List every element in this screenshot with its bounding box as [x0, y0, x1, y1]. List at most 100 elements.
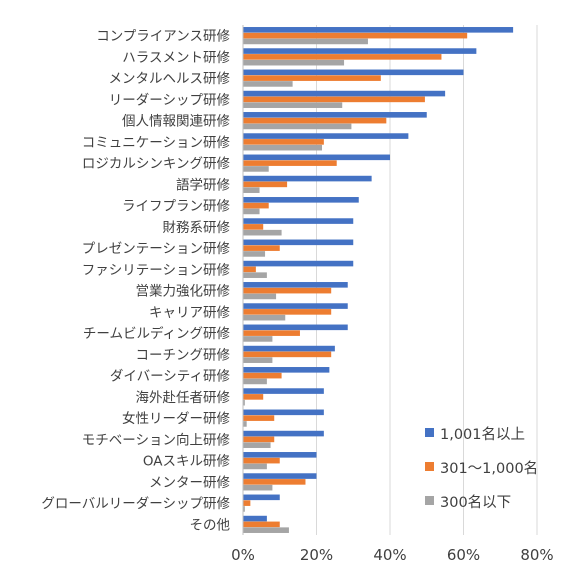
- bar: [243, 309, 332, 315]
- category-label: その他: [190, 517, 231, 533]
- bar: [243, 415, 275, 421]
- x-tick-label: 20%: [300, 546, 333, 564]
- bar: [243, 144, 323, 151]
- category-label: リーダーシップ研修: [109, 92, 231, 108]
- category-label: 個人情報関連研修: [122, 114, 230, 130]
- bar: [243, 69, 464, 76]
- category-label: OAスキル研修: [143, 454, 231, 470]
- category-label: メンター研修: [149, 475, 230, 491]
- bar: [243, 96, 425, 103]
- bar: [243, 272, 267, 278]
- bar: [243, 123, 352, 130]
- category-label: 営業力強化研修: [136, 284, 231, 300]
- bar: [243, 367, 330, 373]
- bar: [243, 160, 337, 166]
- bar: [243, 48, 477, 54]
- bar: [243, 117, 387, 124]
- bar: [243, 506, 245, 512]
- bar: [243, 187, 260, 193]
- category-label: コミュニケーション研修: [82, 135, 231, 151]
- bar: [243, 442, 271, 448]
- bar: [243, 133, 409, 139]
- legend-swatch: [425, 428, 434, 437]
- bar: [243, 112, 427, 118]
- bar: [243, 154, 390, 161]
- bar: [243, 372, 282, 379]
- bar: [243, 38, 368, 45]
- bar: [243, 59, 345, 66]
- bar: [243, 430, 324, 437]
- bar: [243, 330, 300, 336]
- category-label: コンプライアンス研修: [96, 29, 230, 45]
- category-label: ロジカルシンキング研修: [82, 156, 231, 172]
- x-tick-label: 0%: [231, 546, 255, 564]
- bar: [243, 357, 273, 363]
- bar: [243, 436, 275, 443]
- legend: 1,001名以上 301〜1,000名 300名以下: [425, 422, 565, 524]
- bar: [243, 90, 446, 97]
- bar: [243, 494, 280, 501]
- bar: [243, 500, 251, 506]
- bar: [243, 521, 280, 528]
- bar: [243, 181, 288, 188]
- category-labels: コンプライアンス研修ハラスメント研修メンタルヘルス研修リーダーシップ研修個人情報…: [41, 29, 230, 534]
- legend-item: 1,001名以上: [425, 422, 565, 444]
- category-label: 女性リーダー研修: [122, 410, 230, 427]
- category-label: ファシリテーション研修: [82, 262, 231, 278]
- legend-item: 301〜1,000名: [425, 456, 565, 478]
- bar: [243, 266, 256, 273]
- x-tick-label: 60%: [447, 546, 480, 564]
- bar: [243, 139, 324, 145]
- bar: [243, 484, 273, 491]
- bar: [243, 452, 317, 458]
- legend-item: 300名以下: [425, 490, 565, 512]
- legend-label: 300名以下: [440, 495, 512, 511]
- bar: [243, 388, 324, 394]
- category-label: 語学研修: [176, 176, 230, 193]
- bar: [243, 282, 348, 288]
- category-label: 海外赴任者研修: [136, 390, 231, 406]
- x-tick-label: 40%: [373, 546, 406, 564]
- category-label: 財務系研修: [163, 220, 231, 236]
- bars: [243, 27, 514, 533]
- bar: [243, 345, 335, 352]
- category-label: ハラスメント研修: [122, 50, 230, 66]
- bar: [243, 336, 273, 342]
- bar: [243, 394, 264, 400]
- bar: [243, 245, 280, 251]
- category-label: メンタルヘルス研修: [109, 71, 231, 87]
- bar: [243, 409, 324, 416]
- bar: [243, 175, 372, 182]
- bar: [243, 260, 354, 267]
- category-label: グローバルリーダーシップ研修: [41, 496, 230, 512]
- bar: [243, 102, 343, 108]
- bar: [243, 378, 267, 385]
- bar: [243, 229, 282, 236]
- category-label: プレゼンテーション研修: [82, 241, 231, 257]
- bar: [243, 457, 280, 464]
- bar: [243, 251, 266, 257]
- bar: [243, 399, 245, 406]
- bar: [243, 473, 317, 479]
- bar: [243, 224, 264, 230]
- bar: [243, 197, 359, 203]
- x-tick-label: 80%: [520, 546, 553, 564]
- bar: [243, 479, 306, 485]
- legend-swatch: [425, 496, 434, 505]
- category-label: ダイバーシティ研修: [110, 369, 231, 385]
- bar: [243, 54, 442, 60]
- bar: [243, 303, 348, 309]
- bar: [243, 527, 289, 533]
- bar: [243, 324, 348, 331]
- bar: [243, 27, 514, 33]
- category-label: モチベーション向上研修: [82, 432, 231, 448]
- bar: [243, 166, 269, 172]
- bar: [243, 351, 332, 358]
- bar: [243, 208, 260, 215]
- bar: [243, 314, 286, 321]
- bar: [243, 515, 267, 522]
- bar: [243, 293, 277, 300]
- x-tick-labels: 0% 20% 40% 60% 80%: [231, 546, 554, 564]
- category-label: コーチング研修: [136, 347, 231, 363]
